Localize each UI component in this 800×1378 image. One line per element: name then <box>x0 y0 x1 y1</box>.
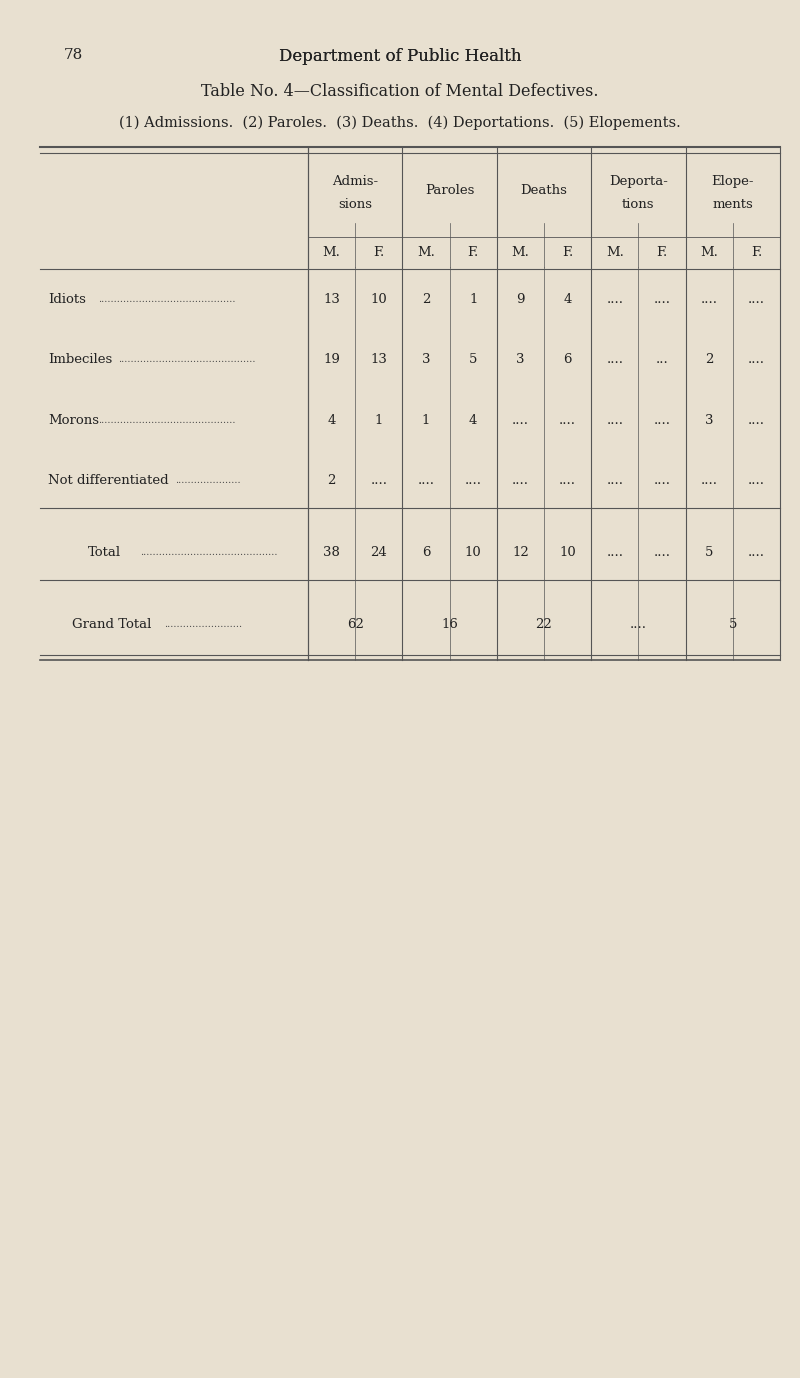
Text: Department of Public Health: Department of Public Health <box>278 48 522 65</box>
Text: 10: 10 <box>465 546 482 559</box>
Text: 10: 10 <box>370 292 387 306</box>
Text: 4: 4 <box>327 413 336 427</box>
Text: ....: .... <box>418 474 434 488</box>
Text: Table No. 4—Classification of Mental Defectives.: Table No. 4—Classification of Mental Def… <box>202 83 598 99</box>
Text: F.: F. <box>373 247 385 259</box>
Text: .........................: ......................... <box>164 620 242 628</box>
Text: Admis-: Admis- <box>332 175 378 187</box>
Text: ....: .... <box>606 353 623 367</box>
Text: 2: 2 <box>422 292 430 306</box>
Text: Imbeciles: Imbeciles <box>48 353 112 367</box>
Text: 78: 78 <box>64 48 83 62</box>
Text: ....: .... <box>654 474 670 488</box>
Text: M.: M. <box>417 247 435 259</box>
Text: ....: .... <box>512 474 529 488</box>
Text: 1: 1 <box>422 413 430 427</box>
Text: ....: .... <box>748 546 765 559</box>
Text: 3: 3 <box>705 413 714 427</box>
Text: ....: .... <box>465 474 482 488</box>
Text: 1: 1 <box>469 292 478 306</box>
Text: 10: 10 <box>559 546 576 559</box>
Text: Not differentiated: Not differentiated <box>48 474 169 488</box>
Text: ............................................: ........................................… <box>118 356 255 364</box>
Text: ............................................: ........................................… <box>98 416 236 424</box>
Text: Grand Total: Grand Total <box>72 617 151 631</box>
Text: ....: .... <box>559 474 576 488</box>
Text: 5: 5 <box>729 617 737 631</box>
Text: F.: F. <box>467 247 479 259</box>
Text: 38: 38 <box>323 546 340 559</box>
Text: 6: 6 <box>563 353 572 367</box>
Text: M.: M. <box>700 247 718 259</box>
Text: M.: M. <box>606 247 624 259</box>
Text: ....: .... <box>606 474 623 488</box>
Text: Elope-: Elope- <box>711 175 754 187</box>
Text: ....: .... <box>630 617 647 631</box>
Text: 12: 12 <box>512 546 529 559</box>
Text: ....: .... <box>606 413 623 427</box>
Text: ...: ... <box>656 353 668 367</box>
Text: 6: 6 <box>422 546 430 559</box>
Text: ....: .... <box>748 292 765 306</box>
Text: ....: .... <box>606 292 623 306</box>
Text: Deaths: Deaths <box>521 185 567 197</box>
Text: 1: 1 <box>374 413 383 427</box>
Text: ....: .... <box>748 413 765 427</box>
Text: M.: M. <box>511 247 530 259</box>
Text: 62: 62 <box>346 617 364 631</box>
Text: 4: 4 <box>469 413 478 427</box>
Text: Idiots: Idiots <box>48 292 86 306</box>
Text: F.: F. <box>750 247 762 259</box>
Text: ....: .... <box>701 474 718 488</box>
Text: 24: 24 <box>370 546 387 559</box>
Text: .....................: ..................... <box>175 477 241 485</box>
Text: 5: 5 <box>705 546 714 559</box>
Text: F.: F. <box>656 247 668 259</box>
Text: Paroles: Paroles <box>425 185 474 197</box>
Text: ....: .... <box>654 413 670 427</box>
Text: ....: .... <box>654 292 670 306</box>
Text: 3: 3 <box>422 353 430 367</box>
Text: sions: sions <box>338 198 372 211</box>
Text: Deporta-: Deporta- <box>609 175 668 187</box>
Text: 2: 2 <box>327 474 336 488</box>
Text: ............................................: ........................................… <box>98 295 236 303</box>
Text: F.: F. <box>562 247 574 259</box>
Text: 13: 13 <box>370 353 387 367</box>
Text: 9: 9 <box>516 292 525 306</box>
Text: 2: 2 <box>705 353 714 367</box>
Text: ....: .... <box>701 292 718 306</box>
Text: ....: .... <box>512 413 529 427</box>
Text: 4: 4 <box>563 292 572 306</box>
Text: ....: .... <box>606 546 623 559</box>
Text: Department of Public Health: Department of Public Health <box>278 48 522 65</box>
Text: tions: tions <box>622 198 654 211</box>
Text: ....: .... <box>654 546 670 559</box>
Text: 3: 3 <box>516 353 525 367</box>
Text: ....: .... <box>370 474 387 488</box>
Text: ....: .... <box>559 413 576 427</box>
Text: ............................................: ........................................… <box>140 548 278 557</box>
Text: 22: 22 <box>536 617 552 631</box>
Text: ....: .... <box>748 474 765 488</box>
Text: M.: M. <box>322 247 341 259</box>
Text: 16: 16 <box>441 617 458 631</box>
Text: (1) Admissions.  (2) Paroles.  (3) Deaths.  (4) Deportations.  (5) Elopements.: (1) Admissions. (2) Paroles. (3) Deaths.… <box>119 116 681 130</box>
Text: 5: 5 <box>469 353 478 367</box>
Text: Total: Total <box>88 546 121 559</box>
Text: ....: .... <box>748 353 765 367</box>
Text: ments: ments <box>713 198 753 211</box>
Text: 13: 13 <box>323 292 340 306</box>
Text: Morons: Morons <box>48 413 99 427</box>
Text: 19: 19 <box>323 353 340 367</box>
